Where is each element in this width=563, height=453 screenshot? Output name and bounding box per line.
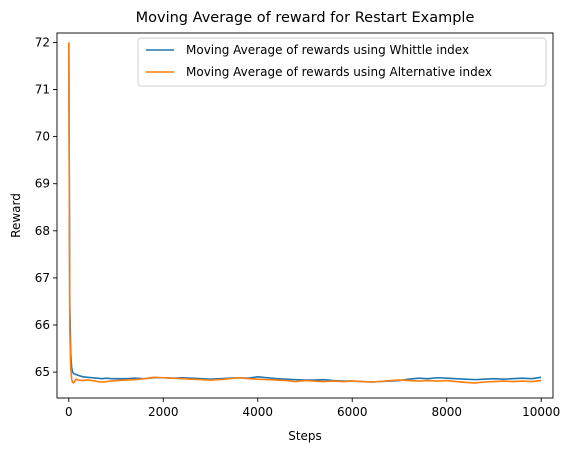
chart-title: Moving Average of reward for Restart Exa… — [136, 10, 475, 26]
x-tick-label: 4000 — [242, 405, 273, 419]
y-tick-label: 67 — [35, 271, 50, 285]
legend: Moving Average of rewards using Whittle … — [137, 37, 547, 87]
y-axis-label: Reward — [9, 193, 23, 238]
y-tick-label: 68 — [35, 224, 50, 238]
y-tick-label: 66 — [35, 318, 50, 332]
y-tick-label: 71 — [35, 83, 50, 97]
legend-box — [137, 37, 547, 87]
y-tick-label: 72 — [35, 35, 50, 49]
x-tick-label: 8000 — [431, 405, 462, 419]
x-axis-ticks: 0 2000 4000 6000 8000 10000 — [65, 398, 560, 419]
x-tick-label: 0 — [65, 405, 73, 419]
y-tick-label: 69 — [35, 177, 50, 191]
series-line-0 — [68, 42, 542, 383]
legend-label-alternative: Moving Average of rewards using Alternat… — [186, 65, 492, 79]
axes-frame — [56, 32, 554, 399]
y-tick-label: 65 — [35, 365, 50, 379]
y-axis-ticks: 65 66 67 68 69 70 71 72 — [35, 35, 57, 379]
plot-area — [56, 32, 554, 399]
x-tick-label: 2000 — [148, 405, 179, 419]
x-axis-label: Steps — [288, 429, 322, 443]
x-tick-label: 10000 — [522, 405, 560, 419]
legend-label-whittle: Moving Average of rewards using Whittle … — [186, 43, 469, 57]
series-layer — [68, 42, 542, 384]
y-tick-label: 70 — [35, 130, 50, 144]
x-tick-label: 6000 — [337, 405, 368, 419]
series-line-1 — [68, 42, 542, 384]
